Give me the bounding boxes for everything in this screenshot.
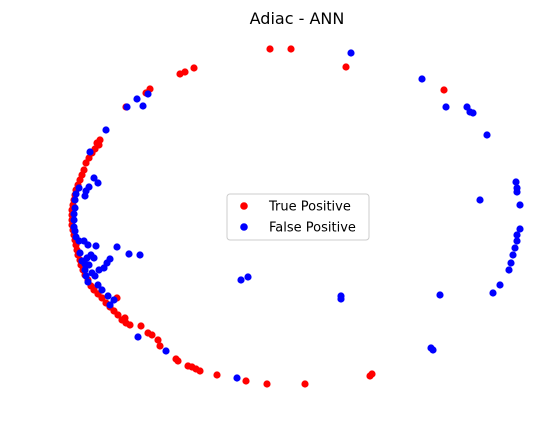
point-false-positive [418, 75, 426, 83]
point-false-positive [436, 291, 444, 299]
point-false-positive [91, 272, 99, 280]
point-false-positive [233, 374, 241, 382]
point-false-positive [513, 231, 521, 239]
point-false-positive [84, 278, 92, 286]
point-true-positive [266, 45, 274, 53]
point-false-positive [98, 286, 106, 294]
point-false-positive [136, 251, 144, 259]
point-false-positive [337, 295, 345, 303]
chart-title: Adiac - ANN [250, 9, 345, 28]
legend-marker-false-positive [240, 223, 248, 231]
point-false-positive [90, 254, 98, 262]
point-true-positive [263, 380, 271, 388]
point-false-positive [94, 281, 102, 289]
point-false-positive [509, 251, 517, 259]
point-false-positive [94, 179, 102, 187]
legend-box [226, 193, 370, 241]
point-false-positive [102, 126, 110, 134]
point-false-positive [489, 289, 497, 297]
point-false-positive [134, 333, 142, 341]
point-false-positive [505, 266, 513, 274]
point-true-positive [301, 380, 309, 388]
point-false-positive [125, 250, 133, 258]
point-false-positive [106, 255, 114, 263]
point-false-positive [469, 109, 477, 117]
point-false-positive [75, 237, 83, 245]
point-false-positive [347, 49, 355, 57]
point-false-positive [516, 201, 524, 209]
point-false-positive [92, 242, 100, 250]
point-false-positive [496, 281, 504, 289]
point-false-positive [71, 227, 79, 235]
point-false-positive [84, 241, 92, 249]
point-true-positive [114, 311, 122, 319]
point-false-positive [106, 301, 114, 309]
point-false-positive [86, 148, 94, 156]
point-false-positive [162, 347, 170, 355]
point-false-positive [70, 216, 78, 224]
point-false-positive [483, 131, 491, 139]
legend-marker-true-positive [240, 202, 248, 210]
point-false-positive [144, 90, 152, 98]
point-true-positive [213, 371, 221, 379]
point-false-positive [104, 292, 112, 300]
point-false-positive [244, 273, 252, 281]
data-points [68, 45, 524, 388]
point-false-positive [81, 192, 89, 200]
point-false-positive [513, 188, 521, 196]
series-false-positive [70, 49, 524, 382]
point-false-positive [81, 266, 89, 274]
point-true-positive [82, 159, 90, 167]
point-false-positive [113, 243, 121, 251]
point-true-positive [342, 63, 350, 71]
point-false-positive [513, 237, 521, 245]
legend-label-true-positive: True Positive [268, 200, 351, 215]
point-true-positive [154, 336, 162, 344]
point-true-positive [137, 322, 145, 330]
point-false-positive [512, 178, 520, 186]
point-false-positive [237, 276, 245, 284]
point-true-positive [190, 64, 198, 72]
point-true-positive [440, 86, 448, 94]
point-false-positive [516, 225, 524, 233]
legend: True Positive False Positive [226, 193, 370, 241]
point-false-positive [507, 259, 515, 267]
point-true-positive [126, 321, 134, 329]
point-false-positive [110, 296, 118, 304]
point-false-positive [71, 204, 79, 212]
point-true-positive [196, 367, 204, 375]
point-false-positive [71, 196, 79, 204]
point-false-positive [78, 257, 86, 265]
point-true-positive [98, 294, 106, 302]
point-true-positive [176, 70, 184, 78]
legend-label-false-positive: False Positive [269, 221, 356, 236]
point-false-positive [511, 244, 519, 252]
point-true-positive [368, 370, 376, 378]
point-true-positive [242, 377, 250, 385]
point-false-positive [139, 102, 147, 110]
point-false-positive [123, 103, 131, 111]
point-false-positive [90, 174, 98, 182]
point-false-positive [76, 249, 84, 257]
point-false-positive [133, 95, 141, 103]
point-true-positive [156, 342, 164, 350]
point-false-positive [75, 184, 83, 192]
point-true-positive [148, 331, 156, 339]
point-false-positive [85, 261, 93, 269]
point-true-positive [121, 314, 129, 322]
point-false-positive [429, 346, 437, 354]
point-false-positive [442, 103, 450, 111]
point-false-positive [82, 272, 90, 280]
point-false-positive [476, 196, 484, 204]
point-true-positive [287, 45, 295, 53]
point-false-positive [72, 190, 80, 198]
point-false-positive [70, 210, 78, 218]
point-true-positive [174, 357, 182, 365]
